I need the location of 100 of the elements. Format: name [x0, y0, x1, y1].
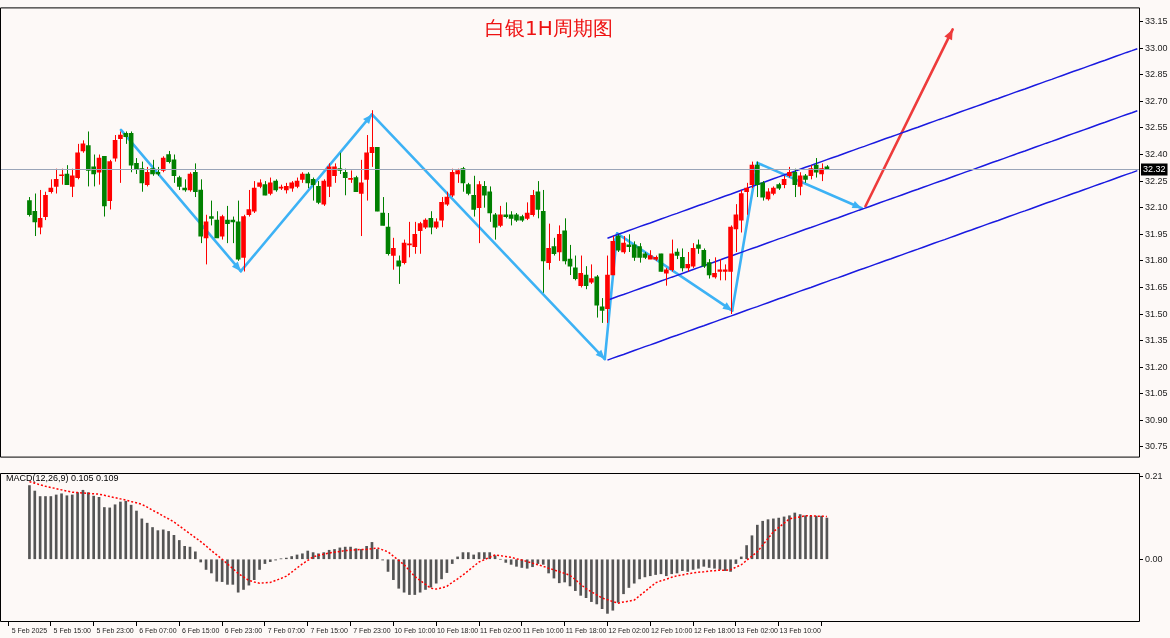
bar [665, 559, 668, 577]
y-tick-label: 0.00 [1145, 553, 1163, 564]
bar [231, 559, 235, 585]
bar [60, 493, 63, 560]
bar [723, 559, 727, 571]
bar [177, 540, 181, 560]
bar [151, 527, 154, 560]
bar [397, 559, 401, 589]
y-tick-label: 31.65 [1145, 281, 1168, 292]
bar [210, 559, 213, 574]
y-tick-label: 31.80 [1145, 255, 1168, 266]
candlestick [498, 205, 503, 228]
y-tick-label: 32.70 [1145, 95, 1168, 106]
y-tick-label: 31.20 [1145, 361, 1168, 372]
bar [670, 559, 674, 575]
bar [483, 552, 486, 560]
bar [252, 559, 256, 580]
bar [392, 559, 395, 580]
candlestick [503, 201, 509, 219]
bar [215, 559, 219, 582]
bar [28, 485, 31, 560]
bar [199, 559, 203, 563]
y-tick-label: 32.10 [1145, 202, 1168, 213]
bar [606, 559, 609, 614]
candlestick [776, 182, 782, 191]
bar [504, 559, 508, 563]
y-tick-label: 32.85 [1145, 69, 1168, 80]
bar [541, 559, 545, 565]
candlestick [465, 182, 471, 196]
y-tick-label: 31.50 [1145, 308, 1168, 319]
bar [814, 515, 818, 560]
bar [242, 559, 245, 590]
bar [788, 515, 791, 560]
candlestick [209, 200, 214, 226]
bar [622, 559, 625, 595]
bar [777, 517, 781, 560]
bar [525, 559, 529, 569]
bar [488, 552, 492, 560]
bar [515, 559, 518, 567]
y-tick-label: 33.15 [1145, 16, 1168, 27]
ref-line-label: 32.32 [1143, 164, 1166, 175]
y-tick-label: 32.55 [1145, 122, 1168, 133]
y-tick-label: 31.95 [1145, 228, 1168, 239]
bar [103, 507, 106, 560]
bar [820, 515, 823, 560]
bar [702, 559, 706, 567]
bar [54, 494, 58, 560]
bar [713, 559, 716, 569]
bar [450, 559, 454, 564]
bar [557, 559, 561, 584]
bar [226, 559, 229, 585]
bar [595, 559, 599, 605]
bar [290, 556, 294, 560]
bar [183, 545, 186, 560]
y-tick-label: 33.00 [1145, 42, 1168, 53]
bar [579, 559, 583, 596]
chart-title: MACD(12,26,9) 0.105 0.109 [6, 473, 119, 483]
candlestick [348, 169, 353, 184]
bar [793, 512, 797, 560]
bar [365, 545, 368, 560]
bar [804, 515, 807, 560]
y-tick-label: 32.25 [1145, 175, 1168, 186]
bar [119, 501, 122, 560]
bar [638, 559, 641, 580]
bar [194, 551, 197, 560]
bar [359, 549, 363, 560]
bar [654, 559, 657, 575]
bar [108, 507, 112, 560]
candlestick [803, 173, 808, 184]
bar [268, 559, 272, 562]
bar [92, 495, 95, 560]
bar [466, 552, 470, 560]
bar [124, 500, 128, 560]
bar [745, 545, 748, 560]
bar [563, 559, 566, 583]
bar [611, 559, 615, 611]
bar [424, 559, 427, 590]
text: 白银1H周期图 [485, 16, 613, 40]
bar [306, 550, 310, 560]
bar [632, 559, 636, 584]
bar [33, 490, 37, 560]
bar [772, 518, 775, 560]
bar [167, 531, 170, 560]
y-tick-label: 31.35 [1145, 335, 1168, 346]
y-tick-label: 31.05 [1145, 388, 1168, 399]
bar [135, 510, 138, 560]
bar [697, 559, 700, 569]
bar [440, 559, 443, 580]
bar [755, 524, 759, 560]
bar [408, 559, 411, 595]
bar [301, 553, 304, 560]
y-tick-label: 30.90 [1145, 414, 1168, 425]
bar [145, 522, 149, 560]
y-tick-label: 32.40 [1145, 149, 1168, 159]
bar [258, 559, 261, 570]
candlestick [176, 175, 182, 191]
bar [590, 559, 593, 602]
bar [86, 492, 90, 560]
y-tick-label: 0.21 [1145, 471, 1163, 482]
bar [44, 496, 47, 560]
